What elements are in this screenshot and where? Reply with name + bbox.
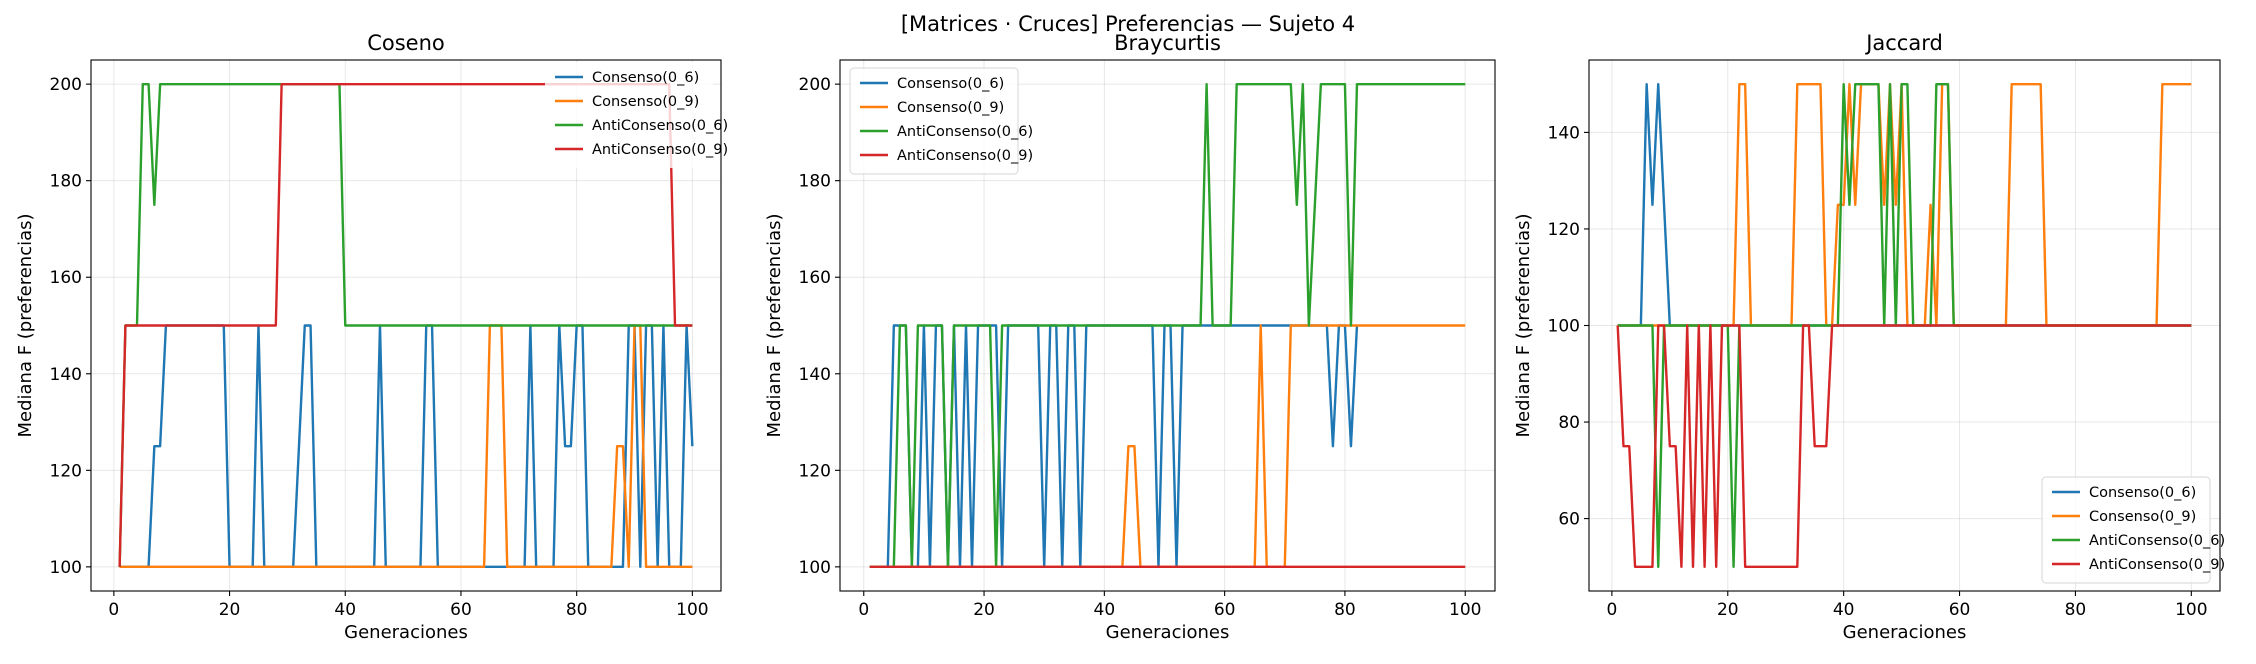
- x-tick-label: 100: [1449, 600, 1481, 620]
- legend-entry: Consenso(0_6): [592, 70, 699, 86]
- y-tick-label: 140: [799, 365, 831, 385]
- x-tick-label: 60: [1214, 600, 1236, 620]
- y-tick-label: 140: [50, 365, 82, 385]
- x-tick-label: 80: [1334, 600, 1356, 620]
- legend: Consenso(0_6) Consenso(0_9) AntiConsenso(0…: [849, 67, 1033, 175]
- y-tick-label: 160: [50, 268, 82, 288]
- x-tick-label: 60: [450, 600, 472, 620]
- x-tick-label: 100: [2175, 600, 2207, 620]
- legend-entry: Consenso(0_6): [2089, 485, 2196, 501]
- axes-frame: [90, 59, 722, 592]
- series-line-AntiConsenso(0_6): [1617, 82, 2192, 569]
- series-line-Consenso(0_9): [869, 324, 1466, 569]
- x-tick-label: 0: [108, 600, 119, 620]
- x-tick-label: 80: [566, 600, 588, 620]
- legend-entry: AntiConsenso(0_6): [592, 118, 728, 134]
- legend-entry: Consenso(0_9): [897, 100, 1004, 116]
- panel-title: Jaccard: [1864, 31, 1943, 55]
- y-tick-label: 200: [50, 75, 82, 95]
- legend-entry: AntiConsenso(0_6): [2089, 533, 2225, 549]
- y-tick-label: 80: [1558, 413, 1580, 433]
- panel-title: Braycurtis: [1114, 31, 1221, 55]
- x-tick-label: 20: [973, 600, 995, 620]
- x-tick-label: 40: [1094, 600, 1116, 620]
- x-tick-label: 40: [334, 600, 356, 620]
- y-tick-label: 100: [50, 558, 82, 578]
- y-tick-label: 100: [799, 558, 831, 578]
- legend-entry: AntiConsenso(0_9): [897, 148, 1033, 164]
- y-tick-label: 160: [799, 268, 831, 288]
- x-tick-label: 80: [2065, 600, 2087, 620]
- legend-box: [545, 62, 713, 168]
- y-tick-label: 120: [50, 461, 82, 481]
- series-line-Consenso(0_9): [1617, 82, 2192, 327]
- legend-box: [2041, 476, 2211, 584]
- y-tick-label: 120: [1548, 220, 1580, 240]
- series-line-AntiConsenso(0_9): [118, 82, 693, 567]
- legend-entry: AntiConsenso(0_6): [897, 124, 1033, 140]
- axes-frame: [839, 59, 1496, 592]
- x-tick-label: 40: [1833, 600, 1855, 620]
- legend-entry: AntiConsenso(0_9): [2089, 557, 2225, 573]
- y-tick-label: 200: [799, 75, 831, 95]
- series-line-Consenso(0_9): [119, 324, 693, 569]
- y-tick-label: 180: [799, 172, 831, 192]
- legend: Consenso(0_6) Consenso(0_9) AntiConsenso(0…: [545, 62, 728, 168]
- x-tick-label: 0: [858, 600, 869, 620]
- legend-entry: Consenso(0_6): [897, 76, 1004, 92]
- y-axis-label: Mediana F (preferencias): [764, 213, 785, 437]
- legend: Consenso(0_6) Consenso(0_9) AntiConsenso(0…: [2041, 476, 2225, 584]
- x-tick-label: 20: [219, 600, 241, 620]
- x-tick-label: 100: [676, 600, 708, 620]
- x-axis-label: Generaciones: [1843, 622, 1967, 643]
- figure-suptitle: [Matrices · Cruces] Preferencias — Sujet…: [901, 12, 1355, 36]
- series-line-Consenso(0_6): [119, 324, 694, 569]
- legend-entry: Consenso(0_9): [2089, 509, 2196, 525]
- x-axis-label: Generaciones: [344, 622, 468, 643]
- y-tick-label: 140: [1548, 123, 1580, 143]
- series-line-AntiConsenso(0_6): [869, 82, 1466, 569]
- panel-2: 0 20 40 60 80 100 60 80 100 120 140 Jaccard Generaci…: [1513, 31, 2225, 643]
- series-line-AntiConsenso(0_9): [1616, 324, 2192, 569]
- y-tick-label: 180: [50, 172, 82, 192]
- legend-box: [849, 67, 1019, 175]
- y-tick-label: 100: [1548, 317, 1580, 337]
- legend-entry: Consenso(0_9): [592, 94, 699, 110]
- y-tick-label: 120: [799, 461, 831, 481]
- y-tick-label: 60: [1558, 510, 1580, 530]
- x-tick-label: 20: [1717, 600, 1739, 620]
- x-axis-label: Generaciones: [1106, 622, 1230, 643]
- panel-title: Coseno: [367, 31, 445, 55]
- legend-entry: AntiConsenso(0_9): [592, 142, 728, 158]
- x-tick-label: 0: [1606, 600, 1617, 620]
- y-axis-label: Mediana F (preferencias): [15, 213, 36, 437]
- x-tick-label: 60: [1949, 600, 1971, 620]
- panel-1: 0 20 40 60 80 100 100 120 140 160 180 200 Braycurtis…: [764, 31, 1496, 643]
- panel-0: 0 20 40 60 80 100 100 120 140 160 180 200 Coseno Gene…: [15, 31, 728, 643]
- y-axis-label: Mediana F (preferencias): [1513, 213, 1534, 437]
